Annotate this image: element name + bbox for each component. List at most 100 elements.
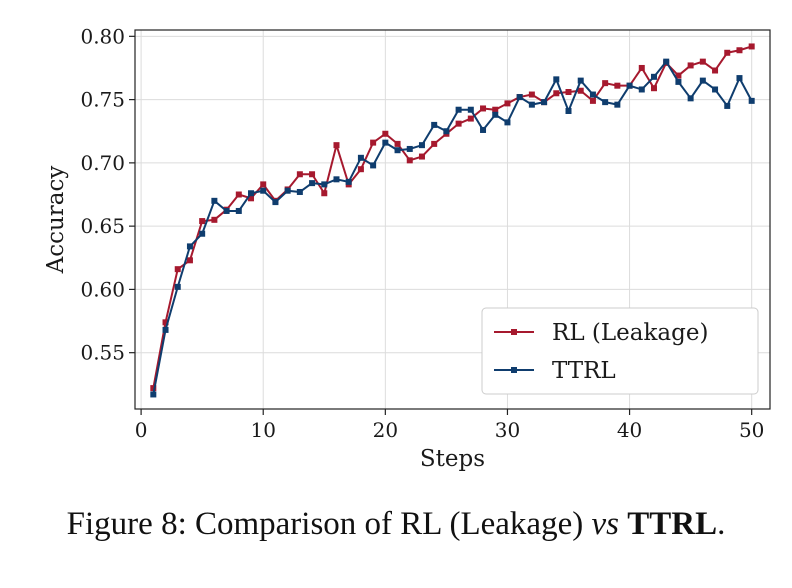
x-axis-label: Steps bbox=[420, 446, 485, 472]
x-tick-label-4: 40 bbox=[617, 418, 642, 442]
point-0-5 bbox=[211, 216, 218, 223]
axis-ticks: 0 10 20 30 40 50 0.55 0.60 0.65 0.70 0.75 0.80 bbox=[80, 24, 764, 442]
point-1-30 bbox=[516, 94, 523, 101]
point-1-36 bbox=[589, 91, 596, 98]
point-1-16 bbox=[345, 178, 352, 185]
point-0-49 bbox=[748, 43, 755, 50]
plot-frame bbox=[134, 29, 771, 410]
point-0-25 bbox=[455, 120, 462, 127]
caption-period: . bbox=[717, 506, 726, 542]
point-0-26 bbox=[467, 115, 474, 122]
point-0-2 bbox=[174, 266, 181, 273]
figure-caption: Figure 8: Comparison of RL (Leakage) vs … bbox=[0, 506, 792, 543]
point-1-48 bbox=[736, 75, 743, 82]
y-tick-label-1: 0.60 bbox=[80, 277, 125, 301]
point-0-33 bbox=[553, 90, 560, 97]
point-1-17 bbox=[357, 154, 364, 161]
point-0-40 bbox=[638, 64, 645, 71]
point-0-27 bbox=[480, 105, 487, 112]
point-1-29 bbox=[504, 119, 511, 126]
legend-box bbox=[481, 307, 759, 395]
x-tick-label-3: 30 bbox=[495, 418, 520, 442]
point-1-26 bbox=[467, 106, 474, 113]
point-1-49 bbox=[748, 97, 755, 104]
point-1-21 bbox=[406, 145, 413, 152]
point-1-23 bbox=[431, 121, 438, 128]
y-tick-label-4: 0.75 bbox=[80, 88, 125, 112]
point-0-1 bbox=[162, 319, 169, 326]
point-0-18 bbox=[370, 139, 377, 146]
caption-vs: vs bbox=[591, 506, 619, 542]
point-0-44 bbox=[687, 62, 694, 69]
point-0-48 bbox=[736, 47, 743, 54]
point-0-7 bbox=[235, 191, 242, 198]
point-1-4 bbox=[199, 230, 206, 237]
point-0-36 bbox=[589, 97, 596, 104]
point-0-45 bbox=[699, 58, 706, 65]
point-0-9 bbox=[260, 181, 267, 188]
point-1-42 bbox=[663, 58, 670, 65]
legend-label-0: RL (Leakage) bbox=[552, 320, 708, 346]
caption-bold: TTRL bbox=[627, 506, 718, 542]
series-1 bbox=[150, 58, 755, 398]
grid-lines bbox=[135, 30, 770, 409]
series-layer bbox=[150, 43, 755, 398]
point-1-33 bbox=[553, 76, 560, 83]
point-1-47 bbox=[724, 102, 731, 109]
point-1-22 bbox=[418, 142, 425, 149]
y-tick-label-2: 0.65 bbox=[80, 214, 125, 238]
point-0-3 bbox=[186, 257, 193, 264]
point-0-47 bbox=[724, 49, 731, 56]
point-1-19 bbox=[382, 139, 389, 146]
point-1-5 bbox=[211, 197, 218, 204]
point-0-12 bbox=[296, 171, 303, 178]
legend: RL (Leakage) TTRL bbox=[481, 307, 759, 395]
point-1-0 bbox=[150, 391, 157, 398]
point-1-44 bbox=[687, 95, 694, 102]
point-1-41 bbox=[650, 73, 657, 80]
point-0-21 bbox=[406, 157, 413, 164]
point-1-3 bbox=[186, 243, 193, 250]
point-0-4 bbox=[199, 218, 206, 225]
point-1-43 bbox=[675, 78, 682, 85]
point-1-28 bbox=[492, 111, 499, 118]
point-0-43 bbox=[675, 72, 682, 79]
point-0-37 bbox=[602, 80, 609, 87]
point-0-38 bbox=[614, 82, 621, 89]
point-1-8 bbox=[248, 190, 255, 197]
caption-space bbox=[619, 506, 627, 542]
y-tick-label-3: 0.70 bbox=[80, 151, 125, 175]
y-axis-label: Accuracy bbox=[43, 166, 69, 275]
point-1-34 bbox=[565, 107, 572, 114]
point-1-32 bbox=[541, 99, 548, 106]
point-1-24 bbox=[443, 128, 450, 135]
point-1-20 bbox=[394, 147, 401, 154]
point-0-8 bbox=[248, 195, 255, 202]
point-0-13 bbox=[309, 171, 316, 178]
point-1-14 bbox=[321, 181, 328, 188]
point-0-17 bbox=[357, 166, 364, 173]
point-1-6 bbox=[223, 207, 230, 214]
x-tick-label-2: 20 bbox=[373, 418, 398, 442]
point-0-34 bbox=[565, 89, 572, 96]
point-1-25 bbox=[455, 106, 462, 113]
point-1-12 bbox=[296, 188, 303, 195]
point-0-29 bbox=[504, 100, 511, 107]
point-1-35 bbox=[577, 77, 584, 84]
point-1-46 bbox=[712, 86, 719, 93]
point-1-27 bbox=[480, 126, 487, 133]
point-1-37 bbox=[602, 99, 609, 106]
point-0-41 bbox=[650, 85, 657, 92]
point-0-23 bbox=[431, 140, 438, 147]
legend-label-1: TTRL bbox=[552, 358, 616, 384]
point-0-46 bbox=[712, 67, 719, 74]
point-1-10 bbox=[272, 199, 279, 206]
chart-svg: 0 10 20 30 40 50 0.55 0.60 0.65 0.70 0.75 0.80 Step… bbox=[43, 24, 771, 472]
x-tick-label-1: 10 bbox=[250, 418, 275, 442]
point-1-40 bbox=[638, 86, 645, 93]
caption-prefix: Figure 8: Comparison of RL (Leakage) bbox=[66, 506, 592, 542]
legend-marker-0 bbox=[511, 329, 517, 335]
point-0-35 bbox=[577, 87, 584, 94]
point-1-2 bbox=[174, 283, 181, 290]
point-1-9 bbox=[260, 187, 267, 194]
